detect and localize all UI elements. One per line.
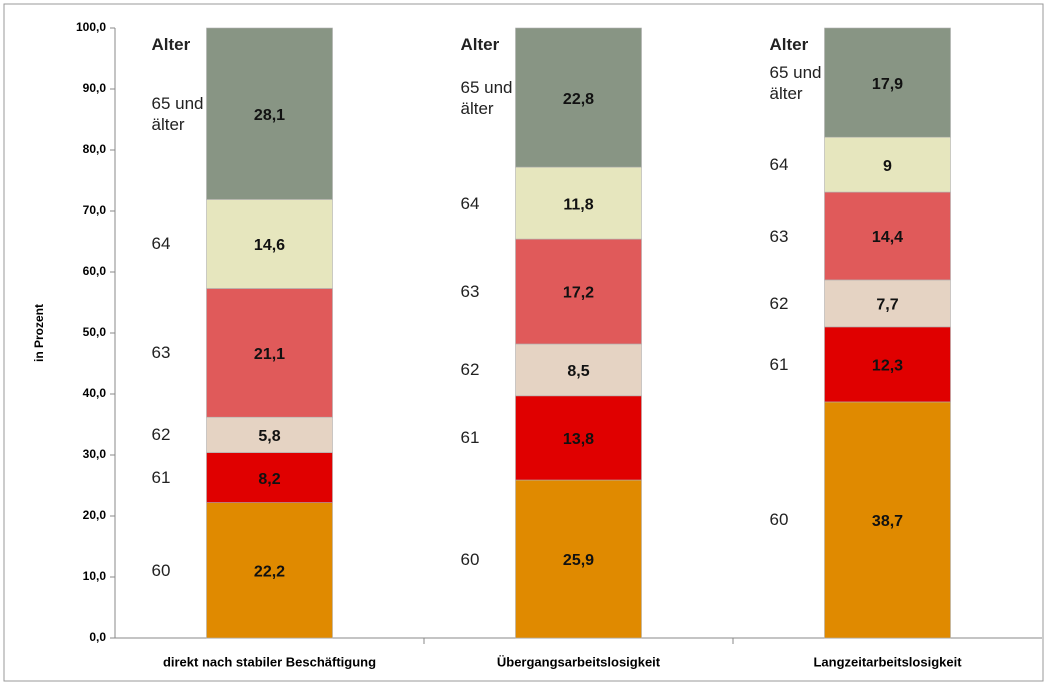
y-tick-label: 80,0 bbox=[83, 142, 107, 156]
legend-label: 60 bbox=[460, 549, 480, 569]
x-tick-label: Übergangsarbeitslosigkeit bbox=[497, 654, 661, 669]
legend-label: 64 bbox=[460, 193, 480, 213]
bar-segment bbox=[824, 401, 951, 639]
data-label: 17,9 bbox=[872, 76, 903, 93]
legend-title: Alter bbox=[151, 35, 191, 54]
data-label: 14,6 bbox=[254, 237, 285, 254]
legend-label: 62 bbox=[769, 293, 789, 313]
data-label: 22,2 bbox=[254, 564, 285, 581]
bar-segment bbox=[206, 199, 333, 289]
data-label: 8,2 bbox=[258, 471, 280, 488]
data-label: 9 bbox=[883, 158, 892, 175]
legend-label: 65 und älter bbox=[769, 62, 822, 103]
bar-segment bbox=[206, 288, 333, 418]
bar-segment bbox=[515, 166, 642, 240]
legend-label: 63 bbox=[769, 226, 789, 246]
bar-segment bbox=[824, 27, 951, 138]
y-tick-label: 100,0 bbox=[76, 20, 106, 34]
bar-segment bbox=[515, 395, 642, 481]
legend-label: 64 bbox=[769, 155, 789, 175]
y-tick-label: 0,0 bbox=[89, 630, 106, 644]
bar-segment bbox=[824, 136, 951, 193]
y-axis-label: in Prozent bbox=[32, 304, 46, 362]
legend-label: 62 bbox=[460, 360, 480, 380]
legend-label: 65 und älter bbox=[151, 93, 204, 134]
legend-label: 63 bbox=[151, 343, 171, 363]
x-tick-label: Langzeitarbeitslosigkeit bbox=[813, 654, 962, 669]
bar-segment bbox=[824, 191, 951, 281]
legend-title: Alter bbox=[769, 35, 809, 54]
bar-segment bbox=[515, 238, 642, 345]
x-tick-label: direkt nach stabiler Beschäftigung bbox=[163, 654, 376, 669]
legend-label: 63 bbox=[460, 282, 480, 302]
data-label: 28,1 bbox=[254, 107, 285, 124]
legend-label: 60 bbox=[151, 560, 171, 580]
y-tick-label: 40,0 bbox=[83, 386, 107, 400]
bar-segment bbox=[515, 479, 642, 639]
y-tick-label: 90,0 bbox=[83, 81, 107, 95]
data-label: 14,4 bbox=[872, 229, 903, 246]
bar-segment bbox=[515, 343, 642, 397]
legend-title: Alter bbox=[460, 35, 500, 54]
frame bbox=[3, 3, 1044, 682]
legend-label: 61 bbox=[769, 354, 789, 374]
legend-label: 60 bbox=[769, 510, 789, 530]
y-tick-label: 30,0 bbox=[83, 447, 107, 461]
y-tick-label: 70,0 bbox=[83, 203, 107, 217]
data-label: 17,2 bbox=[563, 285, 594, 302]
data-label: 7,7 bbox=[876, 297, 898, 314]
data-label: 38,7 bbox=[872, 513, 903, 530]
legend-label: 64 bbox=[151, 234, 171, 254]
legend-label: 65 und älter bbox=[460, 77, 513, 118]
y-tick-label: 20,0 bbox=[83, 508, 107, 522]
legend-label: 61 bbox=[460, 428, 480, 448]
data-label: 13,8 bbox=[563, 431, 594, 448]
data-label: 8,5 bbox=[567, 363, 589, 380]
bar-segment bbox=[206, 502, 333, 639]
data-label: 12,3 bbox=[872, 358, 903, 375]
y-tick-label: 10,0 bbox=[83, 569, 107, 583]
legend-label: 62 bbox=[151, 425, 171, 445]
bar-segment bbox=[206, 452, 333, 503]
data-label: 11,8 bbox=[563, 196, 593, 213]
data-label: 5,8 bbox=[258, 428, 280, 445]
y-tick-label: 60,0 bbox=[83, 264, 107, 278]
bar-segment bbox=[515, 27, 642, 168]
data-label: 22,8 bbox=[563, 91, 594, 108]
y-tick-label: 50,0 bbox=[83, 325, 107, 339]
data-label: 25,9 bbox=[563, 552, 594, 569]
bar-segment bbox=[206, 416, 333, 453]
data-label: 21,1 bbox=[254, 346, 285, 363]
bar-segment bbox=[206, 27, 333, 200]
legend-label: 61 bbox=[151, 468, 171, 488]
